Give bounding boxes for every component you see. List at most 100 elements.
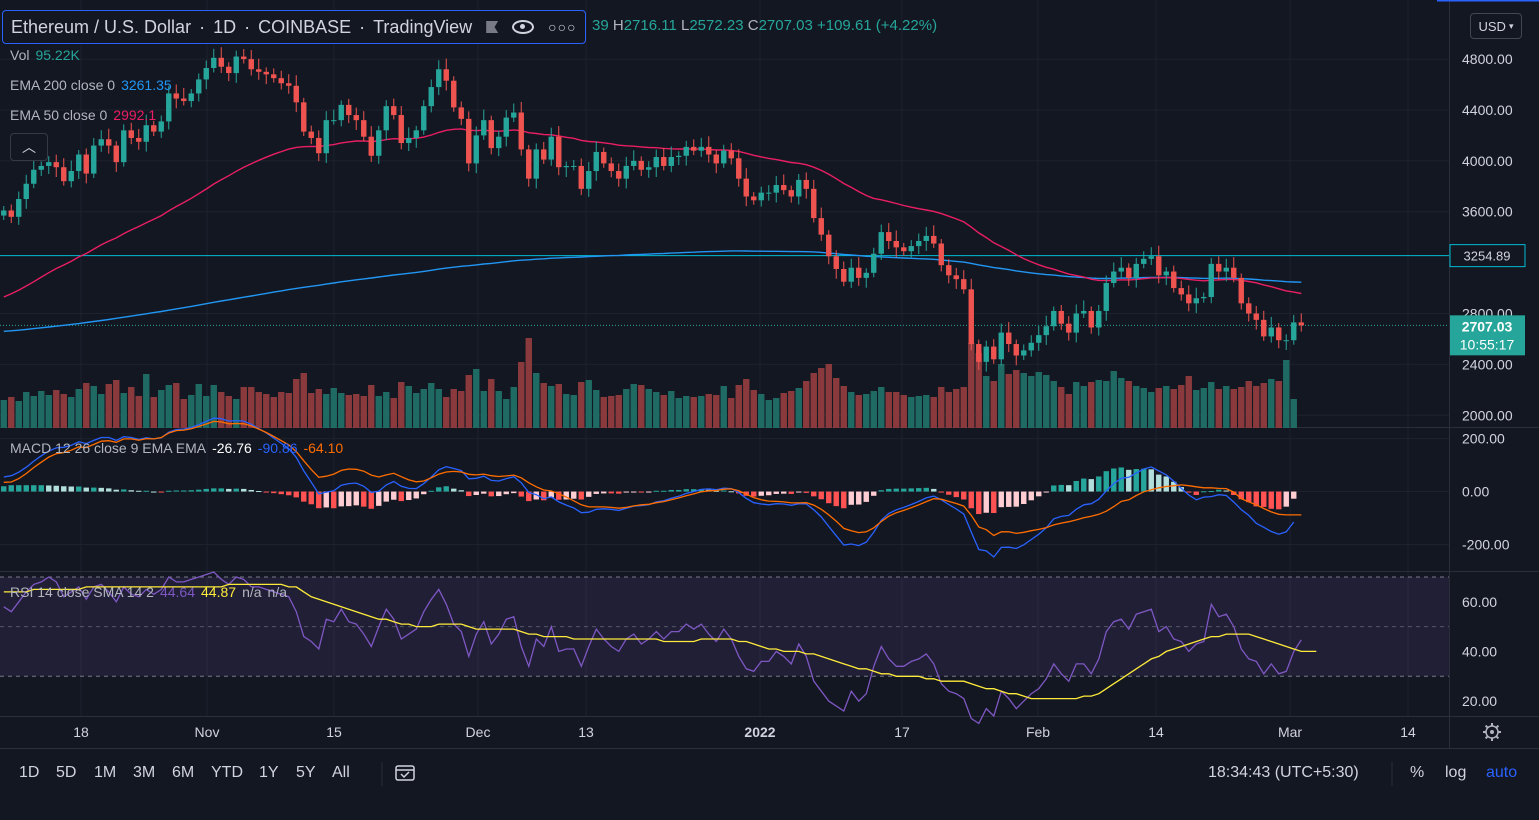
volume-bar (608, 396, 615, 428)
timeframe-button-all[interactable]: All (332, 764, 350, 781)
macd-hist-bar (331, 491, 337, 509)
ema200-value: 3261.35 (121, 77, 172, 93)
replay-icon[interactable] (395, 765, 415, 781)
volume-bar (1170, 389, 1177, 428)
flag-icon[interactable] (486, 21, 499, 33)
timeframe-button-6m[interactable]: 6M (172, 764, 195, 781)
timeframe-button-5d[interactable]: 5D (56, 764, 77, 781)
macd-hist-bar (773, 491, 779, 494)
macd-hist-bar (998, 491, 1004, 508)
volume-bar (788, 391, 795, 428)
timeframe-button-3m[interactable]: 3M (133, 764, 156, 781)
candle-body (481, 120, 487, 136)
volume-bar (240, 387, 247, 428)
macd-hist-bar (728, 491, 734, 493)
candle-body (1231, 267, 1237, 278)
volume-bar (780, 393, 787, 428)
volume-bar (270, 397, 277, 428)
macd-hist-bar (616, 491, 622, 494)
candle-body (781, 185, 787, 191)
macd-axis-ticks[interactable]: 200.00 0.00 -200.00 (1462, 431, 1510, 553)
candle-body (841, 268, 847, 282)
time-tick-label: 13 (578, 724, 594, 740)
volume-bar (1268, 379, 1275, 428)
symbol-title-bar[interactable]: Ethereum / U.S. Dollar · 1D · COINBASE ·… (2, 10, 586, 44)
macd-tick-label: -200.00 (1462, 537, 1510, 553)
timeframe-button-ytd[interactable]: YTD (211, 764, 243, 781)
eye-icon[interactable] (512, 20, 535, 34)
macd-hist-bar (1, 486, 7, 492)
candle-body (151, 125, 157, 132)
candle-body (1291, 322, 1297, 341)
rsi-label: RSI 14 close SMA 14 2 (10, 584, 154, 600)
candlesticks[interactable] (1, 47, 1304, 372)
rsi-value: 44.64 (159, 584, 196, 600)
macd-hist-bar (1156, 474, 1162, 492)
timeframe-button-1d[interactable]: 1D (19, 764, 40, 781)
volume-bar (975, 353, 982, 428)
open-fragment: 39 (592, 17, 609, 34)
candle-body (466, 118, 472, 164)
candle-body (638, 160, 644, 170)
candle-body (833, 256, 839, 269)
candle-body (1193, 298, 1199, 304)
candle-body (121, 130, 127, 163)
macd-hist-bar (466, 491, 472, 497)
volume-bar (8, 397, 15, 428)
candle-body (473, 135, 479, 164)
volume-bar (98, 394, 105, 428)
candle-body (616, 171, 622, 179)
legend-ema50[interactable]: EMA 50 close 0 2992.1 (10, 107, 156, 123)
macd-hist-bar (548, 491, 554, 498)
collapse-legend-button[interactable]: ︿ (10, 133, 48, 161)
candle-body (91, 145, 97, 174)
candle-body (353, 115, 359, 121)
candle-body (31, 169, 37, 184)
candle-body (908, 246, 914, 252)
more-icon[interactable]: ○○○ (548, 19, 577, 35)
macd-hist-bar (218, 488, 224, 492)
candle-body (931, 235, 937, 244)
candle-body (248, 59, 254, 70)
macd-hist-bar (908, 488, 914, 492)
volume-bar (758, 394, 765, 428)
candle-body (1096, 310, 1102, 328)
candle-body (1201, 296, 1207, 299)
volume-bar (653, 392, 660, 428)
macd-hist-bar (601, 491, 607, 494)
legend-macd[interactable]: MACD 12 26 close 9 EMA EMA -26.76 -90.86… (10, 440, 343, 456)
percent-toggle[interactable]: % (1410, 764, 1425, 781)
timeframe-button-1m[interactable]: 1M (94, 764, 117, 781)
volume-bar (503, 399, 510, 428)
time-tick-label: 17 (894, 724, 910, 740)
legend-ema200[interactable]: EMA 200 close 0 3261.35 (10, 77, 172, 93)
legend-rsi[interactable]: RSI 14 close SMA 14 2 44.64 44.87 n/a n/… (10, 584, 287, 600)
macd-hist-bar (863, 491, 869, 502)
volume-bar (113, 380, 120, 428)
timeframe-button-5y[interactable]: 5Y (296, 764, 316, 781)
macd-hist-bar (158, 491, 164, 493)
volume-bar (68, 397, 75, 428)
candle-body (211, 57, 217, 68)
legend-volume[interactable]: Vol 95.22K (10, 47, 80, 63)
macd-hist-bar (541, 491, 547, 501)
volume-bar (1043, 375, 1050, 428)
timeframe-button-1y[interactable]: 1Y (259, 764, 279, 781)
currency-selector[interactable]: USD ▾ (1470, 13, 1522, 39)
separator-dot: · (244, 16, 251, 37)
volume-bar (698, 396, 705, 428)
time-axis-labels[interactable]: 18 Nov 15 Dec 13 2022 17 Feb 14 Mar 14 (73, 724, 1416, 740)
candle-body (181, 98, 187, 102)
macd-hist-bar (211, 488, 217, 492)
candle-body (113, 145, 119, 163)
interval-label: 1D (213, 16, 237, 37)
rsi-axis-ticks[interactable]: 60.00 40.00 20.00 (1462, 594, 1497, 709)
macd-hist-bar (1088, 479, 1094, 492)
gear-icon[interactable] (1483, 723, 1501, 741)
auto-toggle[interactable]: auto (1486, 764, 1518, 781)
volume-bar (23, 392, 30, 428)
clock-display[interactable]: 18:34:43 (UTC+5:30) (1208, 764, 1359, 781)
log-toggle[interactable]: log (1445, 764, 1467, 781)
macd-hist-bar (1073, 480, 1079, 492)
